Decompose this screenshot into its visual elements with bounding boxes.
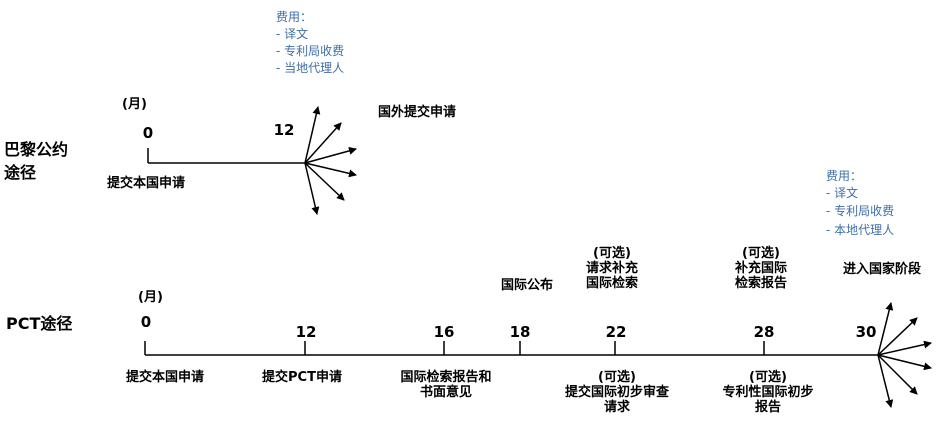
- pct-route-label: PCT途径: [6, 314, 73, 333]
- pct-month-16: 16: [433, 323, 455, 341]
- pct-label-search-report: 国际检索报告和 书面意见: [400, 370, 492, 400]
- paris-fee-item: - 译文: [276, 27, 309, 41]
- pct-label-publication: 国际公布: [500, 278, 554, 293]
- arrow-1: [304, 106, 321, 164]
- arrow-5: [877, 354, 918, 395]
- arrow-3: [304, 146, 357, 164]
- pct-label-supp-search-request: (可选) 请求补充 国际检索: [585, 246, 639, 291]
- arrow-1: [877, 302, 894, 356]
- arrow-6: [304, 162, 320, 215]
- paris-end-label: 国外提交申请: [378, 105, 457, 120]
- pct-label-supp-search-report: (可选) 补充国际 检索报告: [734, 246, 788, 291]
- pct-fees-title: 费用：: [826, 169, 863, 183]
- paris-route-label-line2: 途径: [4, 163, 37, 182]
- pct-unit: (月): [138, 290, 163, 305]
- arrow-4: [304, 162, 357, 178]
- pct-month-12: 12: [295, 323, 317, 341]
- pct-fee-item: - 专利局收费: [826, 204, 895, 218]
- pct-month-30: 30: [855, 323, 877, 341]
- paris-end-month: 12: [273, 121, 295, 139]
- pct-label-filing: 提交本国申请: [125, 370, 205, 385]
- paris-fee-item: - 当地代理人: [276, 61, 345, 75]
- pct-label-pct-filing: 提交PCT申请: [262, 370, 342, 385]
- paris-route-label-line1: 巴黎公约: [4, 140, 69, 159]
- pct-fee-item: - 译文: [826, 186, 859, 200]
- arrow-2: [877, 317, 918, 356]
- pct-label-ipe-request: (可选) 提交国际初步审查 请求: [564, 370, 670, 415]
- pct-fee-item: - 本地代理人: [826, 223, 895, 237]
- arrow-4: [877, 354, 932, 371]
- pct-month-28: 28: [753, 323, 775, 341]
- pct-month-22: 22: [605, 323, 627, 341]
- arrow-2: [304, 122, 342, 164]
- arrow-5: [304, 162, 345, 201]
- pct-month-18: 18: [509, 323, 531, 341]
- paris-unit: (月): [122, 97, 147, 112]
- paris-fees-title: 费用：: [276, 10, 313, 24]
- paris-start-month: 0: [142, 124, 154, 142]
- paris-arrow-fan: [304, 106, 357, 215]
- paris-fee-item: - 专利局收费: [276, 44, 345, 58]
- pct-month-0: 0: [140, 313, 152, 331]
- arrow-6: [877, 354, 894, 408]
- pct-label-national-phase: 进入国家阶段: [842, 262, 922, 277]
- pct-arrow-fan: [877, 302, 932, 408]
- arrow-3: [877, 340, 932, 356]
- pct-label-iprp: (可选) 专利性国际初步 报告: [722, 370, 814, 415]
- paris-start-label: 提交本国申请: [107, 176, 186, 191]
